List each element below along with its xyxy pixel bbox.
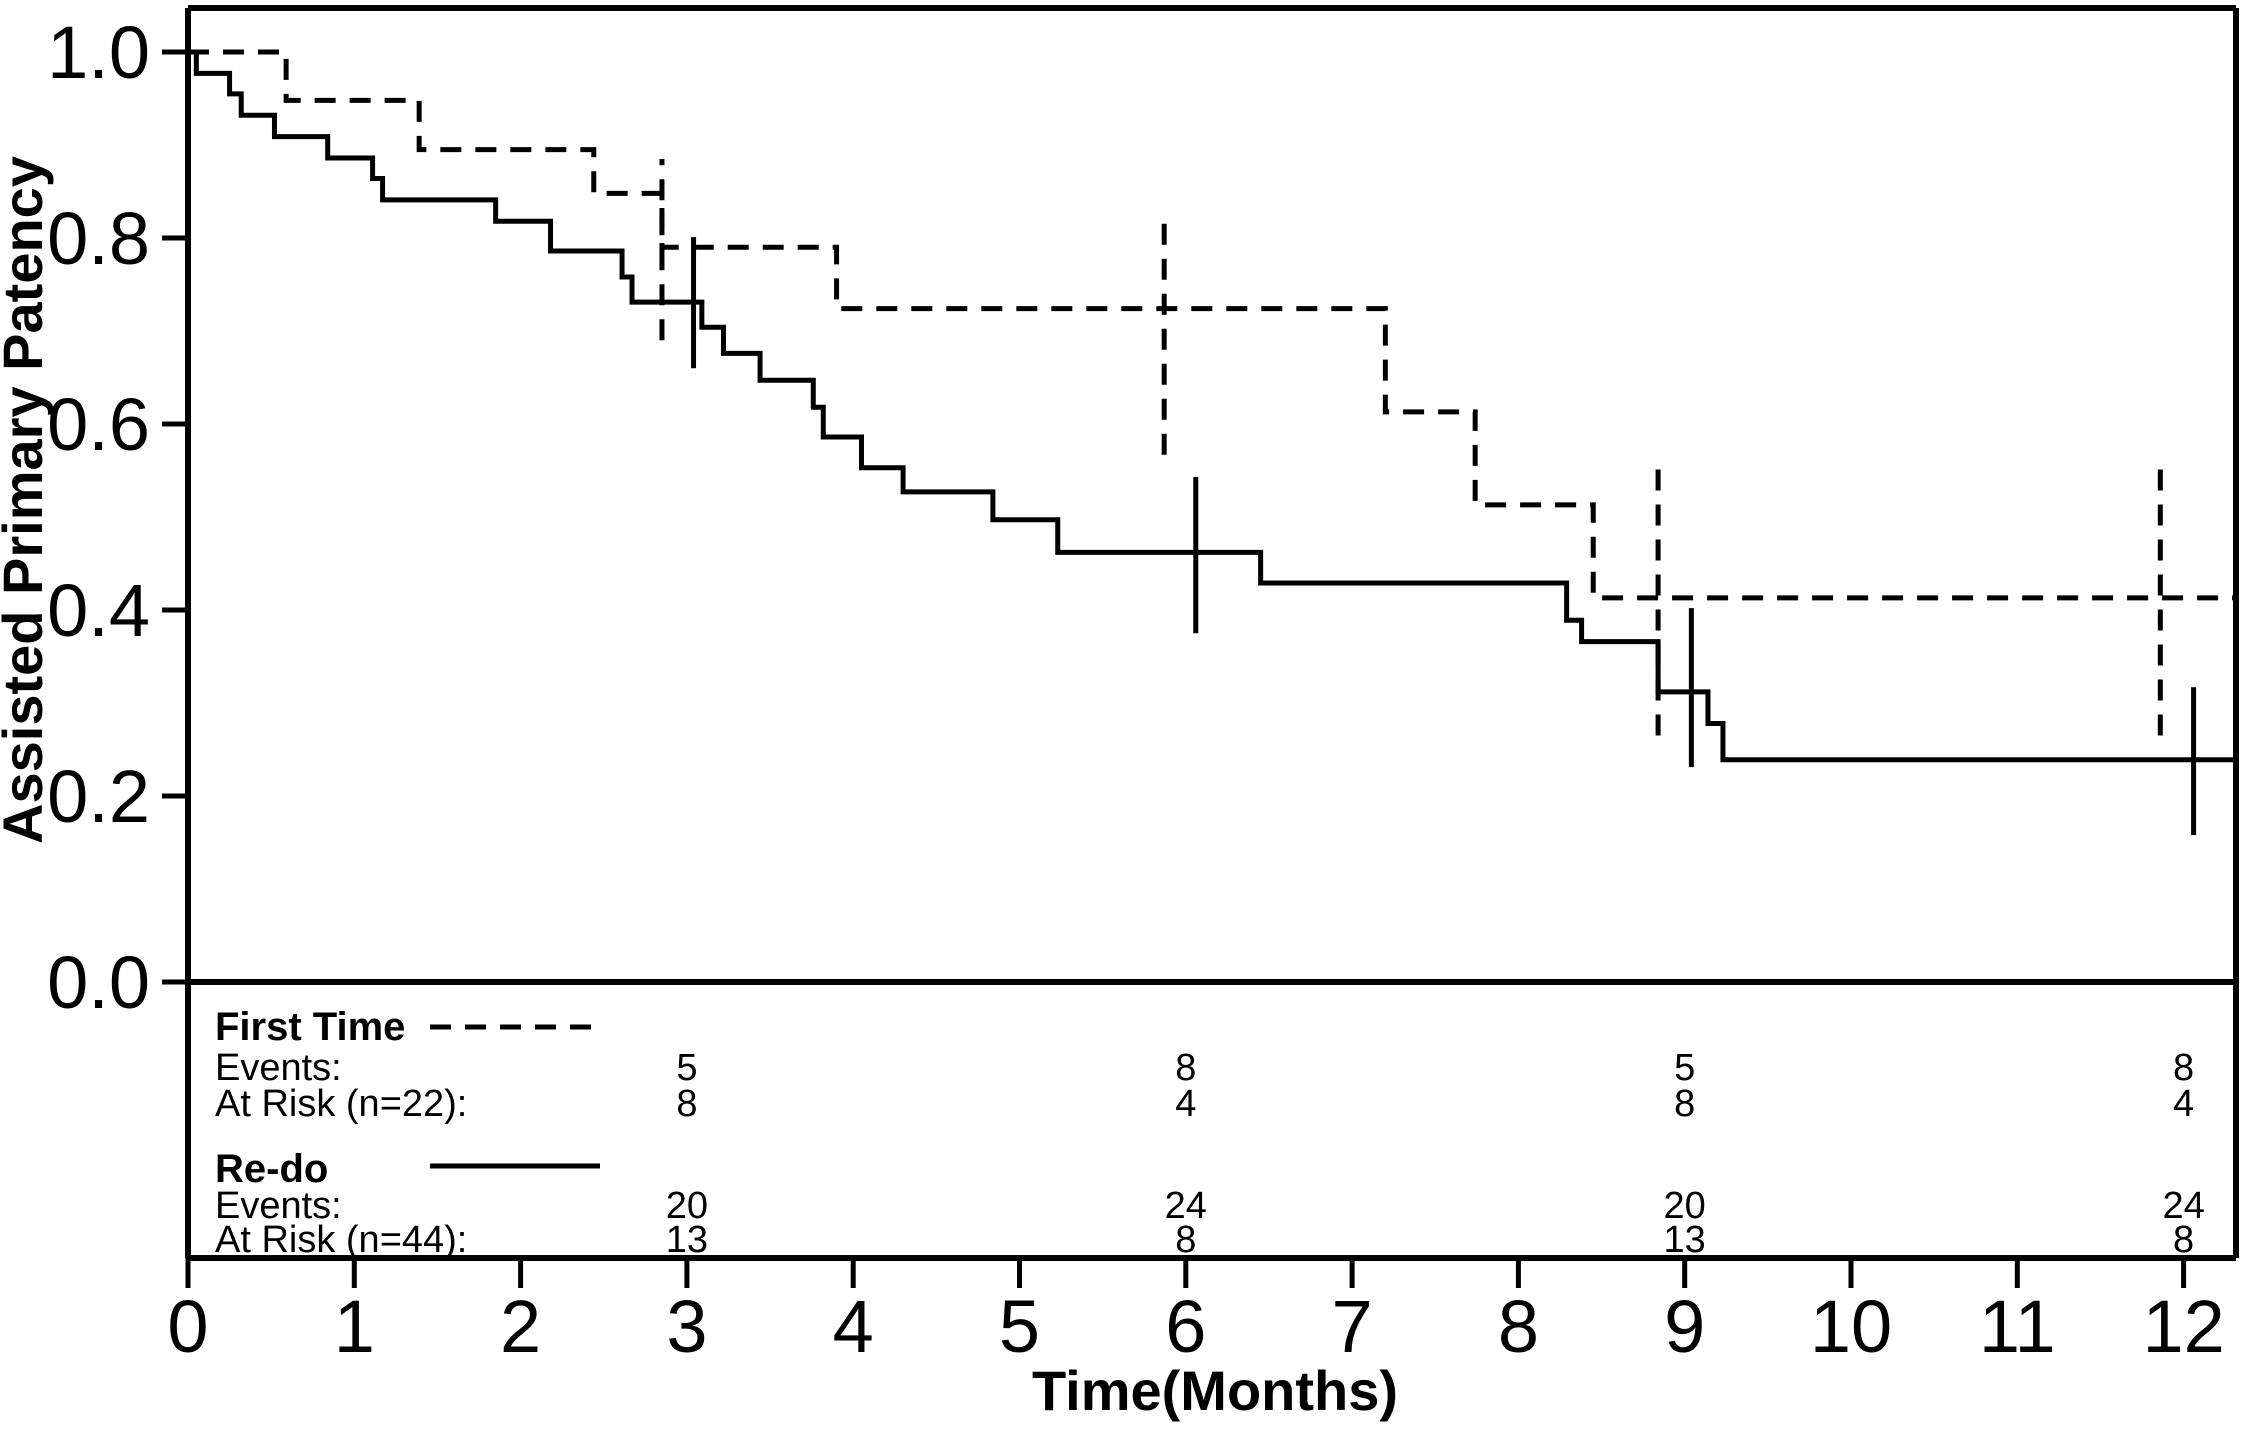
plot-frame (185, 5, 2239, 1261)
events-count: 20 (1664, 1185, 1706, 1227)
y-tick-label: 0.2 (47, 755, 150, 838)
y-tick-label: 0.4 (47, 569, 150, 652)
x-tick-label: 3 (666, 1285, 707, 1368)
x-tick-label: 1 (334, 1285, 375, 1368)
survival-curve-re-do (188, 49, 2234, 763)
survival-curve-first-time (188, 49, 2234, 601)
at-risk-label-re-do: At Risk (n=44): (215, 1219, 467, 1261)
x-tick-label: 2 (500, 1285, 541, 1368)
y-axis-title: Assisted Primary Patency (0, 156, 54, 844)
x-tick-label: 9 (1664, 1285, 1705, 1368)
at-risk-count: 8 (2173, 1219, 2194, 1261)
at-risk-count: 8 (676, 1083, 697, 1125)
events-count: 8 (2173, 1047, 2194, 1089)
at-risk-count: 13 (1664, 1219, 1706, 1261)
y-tick-label: 0.6 (47, 383, 150, 466)
x-tick-label: 8 (1498, 1285, 1539, 1368)
survival-curves (188, 49, 2234, 763)
y-tick-label: 1.0 (47, 11, 150, 94)
y-tick-label: 0.0 (47, 941, 150, 1024)
at-risk-count: 4 (1175, 1083, 1196, 1125)
events-count: 8 (1175, 1047, 1196, 1089)
y-tick-label: 0.8 (47, 197, 150, 280)
confidence-whiskers (659, 158, 2197, 836)
x-tick-label: 10 (1810, 1285, 1892, 1368)
at-risk-label-first-time: At Risk (n=22): (215, 1083, 467, 1125)
at-risk-count: 4 (2173, 1083, 2194, 1125)
y-axis-ticks: 0.0 0.2 0.4 0.6 0.8 1.0 (47, 11, 188, 1024)
x-tick-label: 7 (1332, 1285, 1373, 1368)
events-count: 20 (666, 1185, 708, 1227)
x-tick-label: 6 (1165, 1285, 1206, 1368)
events-count: 24 (1165, 1185, 1207, 1227)
x-tick-label: 11 (1979, 1285, 2056, 1368)
legend-title-first-time: First Time (215, 1005, 405, 1049)
x-axis-ticks: 0 1 2 3 4 5 6 7 8 9 10 11 12 (167, 1258, 2225, 1368)
at-risk-count: 8 (1674, 1083, 1695, 1125)
events-count: 24 (2162, 1185, 2204, 1227)
events-count: 5 (1674, 1047, 1695, 1089)
x-tick-label: 0 (167, 1285, 208, 1368)
events-label-first-time: Events: (215, 1047, 342, 1089)
legend-title-re-do: Re-do (215, 1147, 328, 1191)
at-risk-count: 8 (1175, 1219, 1196, 1261)
x-axis-title: Time(Months) (1032, 1359, 1398, 1422)
at-risk-count: 13 (666, 1219, 708, 1261)
events-count: 5 (676, 1047, 697, 1089)
x-tick-label: 4 (833, 1285, 874, 1368)
risk-table: First Time Events: At Risk (n=22): Re-do… (215, 1005, 2205, 1261)
events-label-re-do: Events: (215, 1185, 342, 1227)
x-tick-label: 5 (999, 1285, 1040, 1368)
x-tick-label: 12 (2142, 1285, 2224, 1368)
